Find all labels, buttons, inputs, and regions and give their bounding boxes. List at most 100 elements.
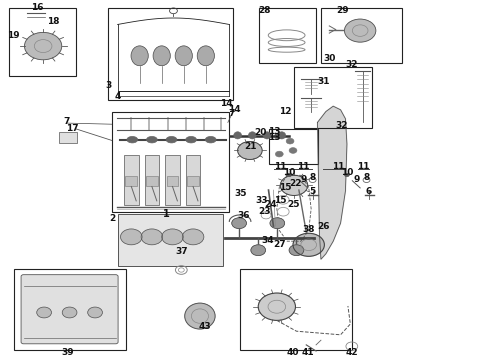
Text: 11: 11 <box>332 162 344 171</box>
Text: 23: 23 <box>258 207 271 216</box>
Ellipse shape <box>248 132 256 139</box>
Ellipse shape <box>185 303 215 329</box>
Bar <box>321 8 402 63</box>
Ellipse shape <box>278 132 286 139</box>
Circle shape <box>293 233 324 256</box>
Bar <box>125 176 137 186</box>
Text: 18: 18 <box>47 17 59 26</box>
Text: 31: 31 <box>317 77 330 85</box>
Circle shape <box>286 138 294 144</box>
Bar <box>14 269 126 350</box>
Text: 32: 32 <box>336 121 348 130</box>
Circle shape <box>37 307 51 318</box>
Ellipse shape <box>186 136 196 143</box>
Circle shape <box>270 218 285 229</box>
Text: 11: 11 <box>357 162 370 171</box>
Ellipse shape <box>175 46 192 66</box>
Circle shape <box>258 293 295 320</box>
Bar <box>186 155 200 205</box>
Circle shape <box>88 307 102 318</box>
Ellipse shape <box>147 136 157 143</box>
Circle shape <box>182 229 204 245</box>
Bar <box>165 155 180 205</box>
Circle shape <box>141 229 163 245</box>
Circle shape <box>238 141 262 159</box>
Bar <box>240 269 352 350</box>
Circle shape <box>24 32 62 60</box>
Text: 35: 35 <box>235 189 247 198</box>
Text: 36: 36 <box>238 211 250 220</box>
Text: 27: 27 <box>273 240 286 248</box>
Text: 15: 15 <box>279 184 292 192</box>
Circle shape <box>121 229 142 245</box>
Text: 15: 15 <box>274 197 287 205</box>
Text: 16: 16 <box>31 3 44 12</box>
Circle shape <box>274 133 282 139</box>
Circle shape <box>287 173 292 177</box>
Bar <box>146 176 158 186</box>
Text: 34: 34 <box>261 236 274 245</box>
Text: 9: 9 <box>300 175 307 184</box>
Bar <box>59 132 77 143</box>
FancyBboxPatch shape <box>21 275 118 344</box>
Text: 5: 5 <box>310 187 316 196</box>
Text: 10: 10 <box>283 167 295 176</box>
Bar <box>145 155 159 205</box>
Text: 29: 29 <box>337 6 349 15</box>
Text: 14: 14 <box>228 105 241 114</box>
Text: 33: 33 <box>255 197 268 205</box>
Text: 28: 28 <box>258 6 271 15</box>
Text: 19: 19 <box>7 31 20 40</box>
Circle shape <box>162 229 183 245</box>
Text: 7: 7 <box>63 117 70 126</box>
Circle shape <box>275 151 283 157</box>
Circle shape <box>251 245 266 256</box>
Bar <box>259 8 316 63</box>
Text: 3: 3 <box>106 81 112 90</box>
Ellipse shape <box>205 136 216 143</box>
Circle shape <box>280 175 308 195</box>
Ellipse shape <box>234 132 242 139</box>
Ellipse shape <box>131 46 148 66</box>
Text: 14: 14 <box>220 99 233 108</box>
Bar <box>108 8 233 100</box>
Text: 2: 2 <box>110 214 116 223</box>
Text: 4: 4 <box>114 92 121 101</box>
Text: 24: 24 <box>264 200 277 209</box>
Text: 13: 13 <box>268 127 281 136</box>
Bar <box>124 155 139 205</box>
Ellipse shape <box>263 132 271 139</box>
Text: 17: 17 <box>66 124 79 133</box>
Circle shape <box>289 245 304 256</box>
Circle shape <box>232 218 246 229</box>
Text: 25: 25 <box>288 200 300 209</box>
Bar <box>167 176 178 186</box>
Circle shape <box>62 307 77 318</box>
Ellipse shape <box>127 136 138 143</box>
Bar <box>187 176 199 186</box>
Text: 38: 38 <box>302 225 315 234</box>
Bar <box>9 8 76 76</box>
Text: 32: 32 <box>345 60 358 69</box>
Text: 20: 20 <box>254 128 267 137</box>
Text: 37: 37 <box>175 247 188 256</box>
Circle shape <box>344 173 349 177</box>
Text: 11: 11 <box>296 162 309 171</box>
Bar <box>294 67 372 128</box>
Text: 22: 22 <box>290 179 302 188</box>
Bar <box>269 129 318 164</box>
Ellipse shape <box>197 46 214 66</box>
Ellipse shape <box>166 136 177 143</box>
Text: 9: 9 <box>353 175 360 184</box>
Bar <box>118 214 223 266</box>
Text: 43: 43 <box>198 323 211 331</box>
Text: 11: 11 <box>274 162 287 171</box>
Text: 1: 1 <box>163 209 170 219</box>
Text: 12: 12 <box>279 107 292 116</box>
Bar <box>112 112 229 212</box>
Text: 40: 40 <box>287 347 299 356</box>
Text: 13: 13 <box>268 133 281 142</box>
Text: 39: 39 <box>61 347 74 356</box>
Ellipse shape <box>153 46 171 66</box>
Text: 41: 41 <box>301 347 314 356</box>
